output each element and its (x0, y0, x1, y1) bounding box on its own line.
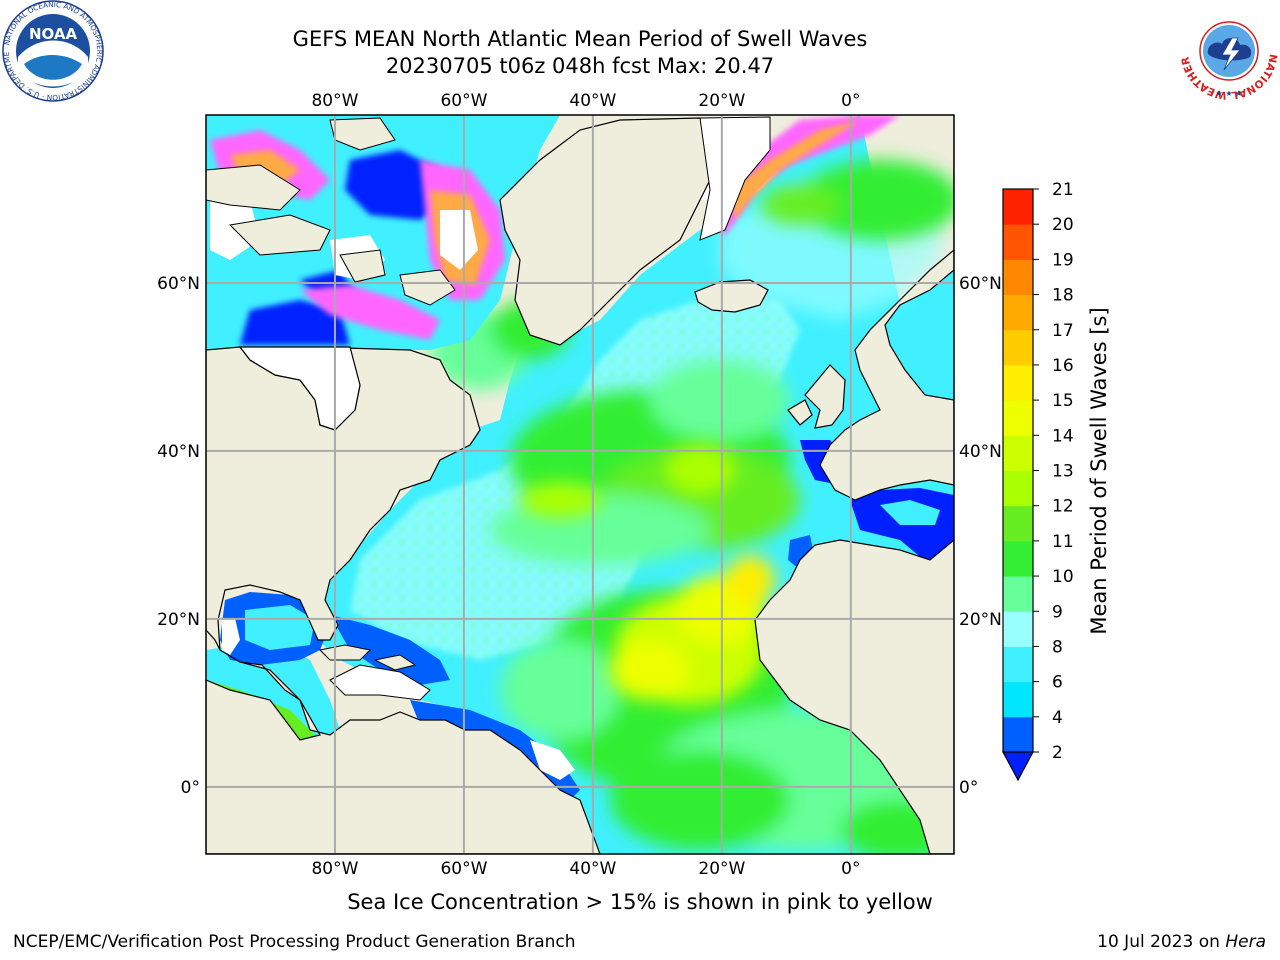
colorbar-segment (1003, 364, 1033, 401)
lat-tick-right: 20°N (959, 610, 1002, 630)
colorbar-segment (1003, 259, 1033, 296)
lat-tick-left: 60°N (157, 274, 200, 294)
map-field-layer (206, 115, 954, 854)
lat-tick-right: 0° (959, 778, 978, 798)
lat-tick-left: 40°N (157, 442, 200, 462)
machine-name: Hera (1225, 932, 1266, 952)
colorbar-tick-label: 18 (1052, 286, 1074, 306)
europe-land (819, 120, 954, 501)
colorbar-tick-label: 15 (1052, 391, 1074, 411)
lon-tick-bottom: 20°W (698, 859, 745, 879)
colorbar-label: Mean Period of Swell Waves [s] (1087, 307, 1111, 634)
colorbar-tick-label: 20 (1052, 215, 1074, 235)
colorbar-tick-label: 9 (1052, 602, 1063, 622)
colorbar-tick-label: 4 (1052, 708, 1063, 728)
lon-tick-top: 60°W (440, 91, 487, 111)
colorbar-segment (1003, 470, 1033, 507)
colorbar-segment (1003, 505, 1033, 542)
lat-tick-left: 0° (181, 778, 200, 798)
colorbar-segment (1003, 646, 1033, 683)
sea-ice-note-text: Sea Ice Concentration > 15% is shown in … (347, 890, 933, 914)
lon-tick-bottom: 60°W (440, 859, 487, 879)
colorbar-segment (1003, 576, 1033, 612)
noaa-logo: NATIONAL OCEANIC AND ATMOSPHERIC ADMINIS… (2, 0, 104, 102)
iceland-land (694, 279, 769, 313)
lat-tick-right: 60°N (959, 274, 1002, 294)
lon-tick-top: 20°W (698, 91, 745, 111)
map-title: GEFS MEAN North Atlantic Mean Period of … (292, 27, 868, 51)
colorbar-segment (1003, 611, 1033, 647)
colorbar-tick-label: 2 (1052, 743, 1063, 763)
noaa-text: NOAA (29, 25, 78, 43)
nws-logo: NATIONAL WEATHER SERVICE ★ ★ ★ (1178, 0, 1279, 101)
lon-tick-bottom: 80°W (311, 859, 358, 879)
colorbar-tick-label: 16 (1052, 356, 1074, 376)
colorbar-tick-label: 13 (1052, 462, 1074, 482)
sea-ice-note: Sea Ice Concentration > 15% is shown in … (0, 890, 1280, 914)
colorbar-segment (1003, 224, 1033, 260)
colorbar-segment (1003, 716, 1033, 753)
colorbar-segment (1003, 294, 1033, 331)
colorbar-segment (1003, 435, 1033, 471)
lon-tick-bottom: 0° (841, 859, 860, 879)
map-frame (205, 114, 955, 855)
colorbar-segment (1003, 189, 1033, 225)
run-date-text: 10 Jul 2023 on (1097, 932, 1226, 952)
greenland-land (499, 117, 721, 346)
map-subtitle: 20230705 t06z 048h fcst Max: 20.47 (385, 54, 775, 78)
lon-tick-top: 0° (841, 91, 860, 111)
colorbar-tick-label: 14 (1052, 426, 1074, 446)
colorbar-segment (1003, 540, 1033, 577)
colorbar-tick-label: 8 (1052, 637, 1063, 657)
lon-tick-top: 80°W (311, 91, 358, 111)
credit-line: NCEP/EMC/Verification Post Processing Pr… (13, 932, 576, 952)
colorbar-tick-label: 19 (1052, 250, 1074, 270)
colorbar-tick-label: 6 (1052, 673, 1063, 693)
colorbar-segment (1003, 681, 1033, 718)
colorbar-under-triangle (1001, 751, 1035, 782)
run-date: 10 Jul 2023 on Hera (1097, 932, 1266, 952)
svg-text:★ ★ ★: ★ ★ ★ (1216, 89, 1243, 98)
colorbar-tick-label: 12 (1052, 497, 1074, 517)
colorbar-tick-label: 11 (1052, 532, 1074, 552)
colorbar-tick-label: 10 (1052, 567, 1074, 587)
colorbar-tick-label: 21 (1052, 180, 1074, 200)
colorbar-segment (1003, 329, 1033, 366)
graticule (206, 115, 954, 854)
lat-tick-left: 20°N (157, 610, 200, 630)
colorbar-tick-label: 17 (1052, 321, 1074, 341)
lon-tick-top: 40°W (569, 91, 616, 111)
colorbar (1001, 188, 1035, 782)
colorbar-segment (1003, 400, 1033, 436)
lon-tick-bottom: 40°W (569, 859, 616, 879)
yellow-swell-regions (520, 445, 775, 705)
lat-tick-right: 40°N (959, 442, 1002, 462)
